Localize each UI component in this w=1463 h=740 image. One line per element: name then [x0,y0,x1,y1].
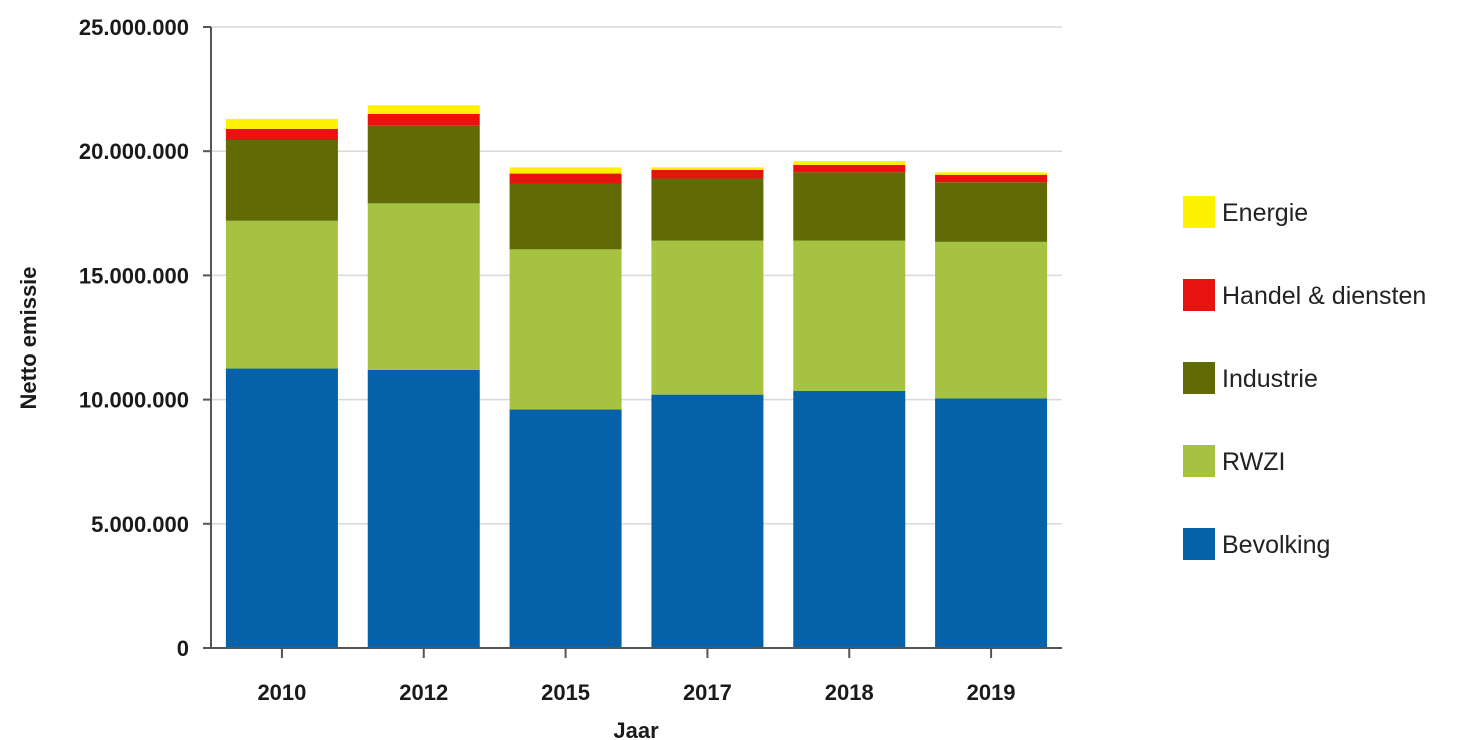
bar-energie-2012 [367,105,480,114]
legend-label: Handel & diensten [1222,282,1426,310]
bar-industrie-2018 [793,172,906,241]
legend-swatch [1183,362,1215,394]
x-tick-label: 2018 [825,680,874,705]
bar-rwzi-2019 [935,241,1048,399]
x-axis-title: Jaar [613,718,659,740]
bar-energie-2017 [651,167,764,170]
bar-rwzi-2015 [509,249,622,410]
x-tick-label: 2010 [257,680,306,705]
bar-bevolking-2010 [225,368,338,648]
legend-label: Energie [1222,199,1308,227]
legend-label: RWZI [1222,448,1285,476]
bar-rwzi-2017 [651,240,764,395]
y-tick-label: 15.000.000 [79,263,189,288]
bar-industrie-2019 [935,182,1048,242]
bar-handel-diensten-2015 [509,173,622,184]
y-tick-label: 5.000.000 [91,512,189,537]
bar-handel-diensten-2018 [793,164,906,173]
bar-industrie-2012 [367,125,480,204]
y-tick-label: 25.000.000 [79,15,189,40]
y-tick-labels: 0 5.000.000 10.000.000 15.000.000 20.000.000… [79,15,211,661]
y-axis-title: Netto emissie [16,266,41,409]
y-tick-label: 20.000.000 [79,139,189,164]
bar-energie-2015 [509,167,622,174]
bar-rwzi-2018 [793,240,906,391]
bar-bevolking-2018 [793,390,906,648]
legend-swatch [1183,528,1215,560]
bar-handel-diensten-2010 [225,128,338,141]
bar-handel-diensten-2019 [935,174,1048,183]
bar-handel-diensten-2017 [651,169,764,179]
axes [210,27,1062,649]
bar-bevolking-2012 [367,369,480,648]
legend-swatch [1183,196,1215,228]
bar-industrie-2015 [509,183,622,250]
bar-handel-diensten-2012 [367,113,480,126]
bars [225,105,1048,648]
bar-industrie-2010 [225,140,338,221]
legend-swatch [1183,445,1215,477]
bar-rwzi-2012 [367,203,480,370]
gridlines [211,26,1062,525]
bar-energie-2018 [793,161,906,165]
legend-swatch [1183,279,1215,311]
bar-energie-2010 [225,118,338,129]
legend-label: Industrie [1222,365,1318,393]
bar-rwzi-2010 [225,220,338,369]
legend-label: Bevolking [1222,531,1330,559]
x-tick-label: 2015 [541,680,590,705]
bar-industrie-2017 [651,178,764,241]
x-tick-label: 2019 [967,680,1016,705]
bar-energie-2019 [935,172,1048,175]
x-tick-labels: 2010 2012 2015 2017 2018 2019 [257,648,1016,705]
x-tick-label: 2017 [683,680,732,705]
y-tick-label: 10.000.000 [79,388,189,413]
y-tick-label: 0 [177,636,189,661]
bar-bevolking-2015 [509,409,622,648]
bar-bevolking-2019 [935,398,1048,648]
bar-bevolking-2017 [651,394,764,648]
x-tick-label: 2012 [399,680,448,705]
legend: Energie Handel & diensten Industrie RWZI Bev… [1183,196,1426,560]
